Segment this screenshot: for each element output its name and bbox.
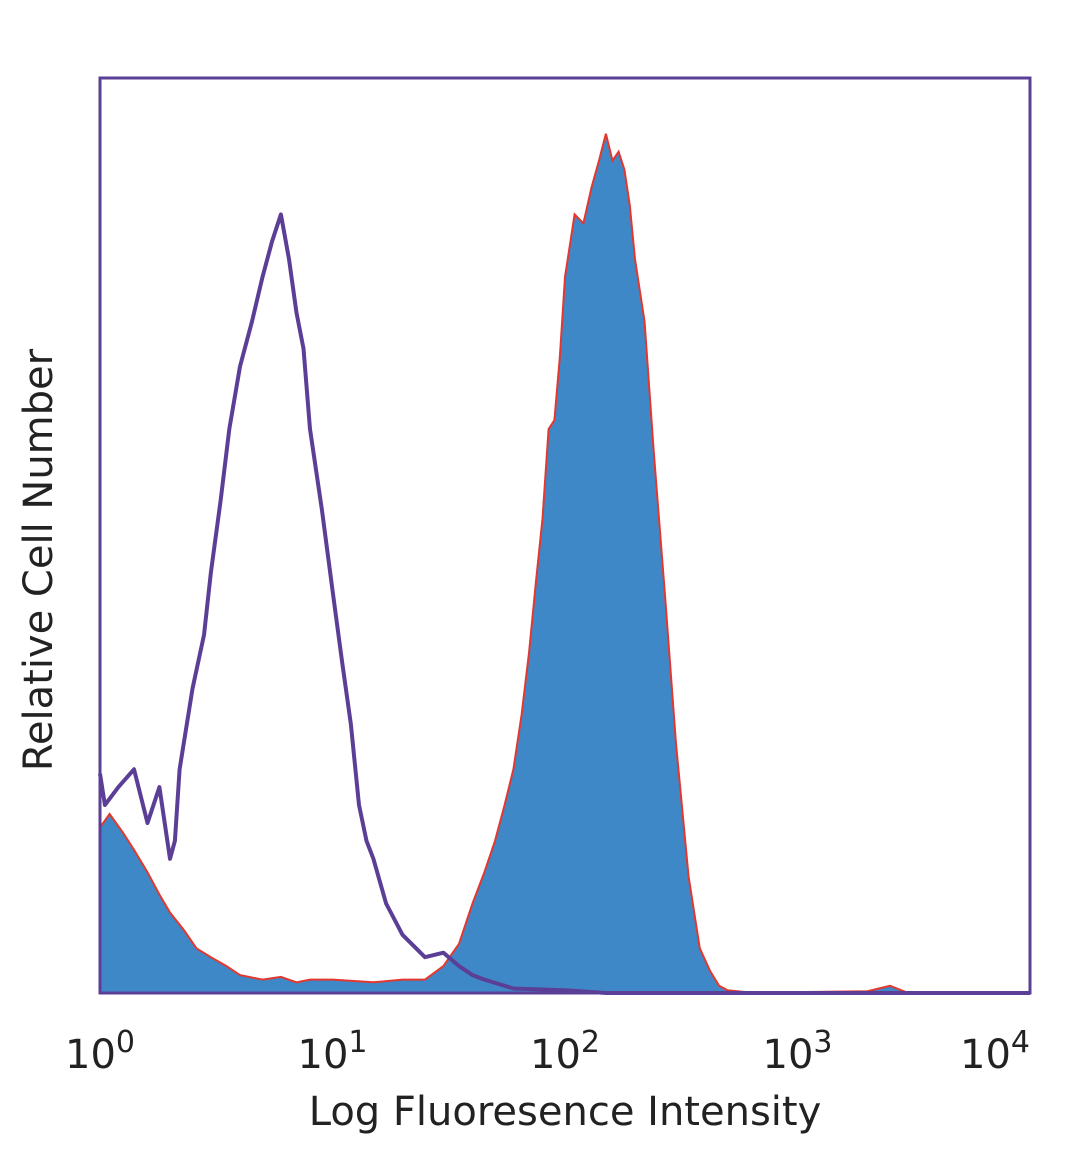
filled-histogram-outline bbox=[99, 133, 1030, 994]
x-tick-label: 100 bbox=[65, 1025, 135, 1078]
series-layer bbox=[98, 133, 1030, 995]
plot-frame bbox=[98, 76, 1032, 995]
x-tick-labels: 100 101 102 103 104 bbox=[65, 1025, 1030, 1078]
x-tick-label: 103 bbox=[763, 1025, 833, 1078]
x-tick-label: 104 bbox=[960, 1025, 1030, 1078]
x-tick-label: 102 bbox=[530, 1025, 600, 1078]
filled-histogram-area bbox=[100, 133, 1030, 994]
x-tick-label: 101 bbox=[298, 1025, 368, 1078]
x-axis-label: Log Fluoresence Intensity bbox=[309, 1089, 822, 1135]
y-axis-label: Relative Cell Number bbox=[16, 348, 62, 771]
control-histogram-line bbox=[98, 212, 1030, 995]
